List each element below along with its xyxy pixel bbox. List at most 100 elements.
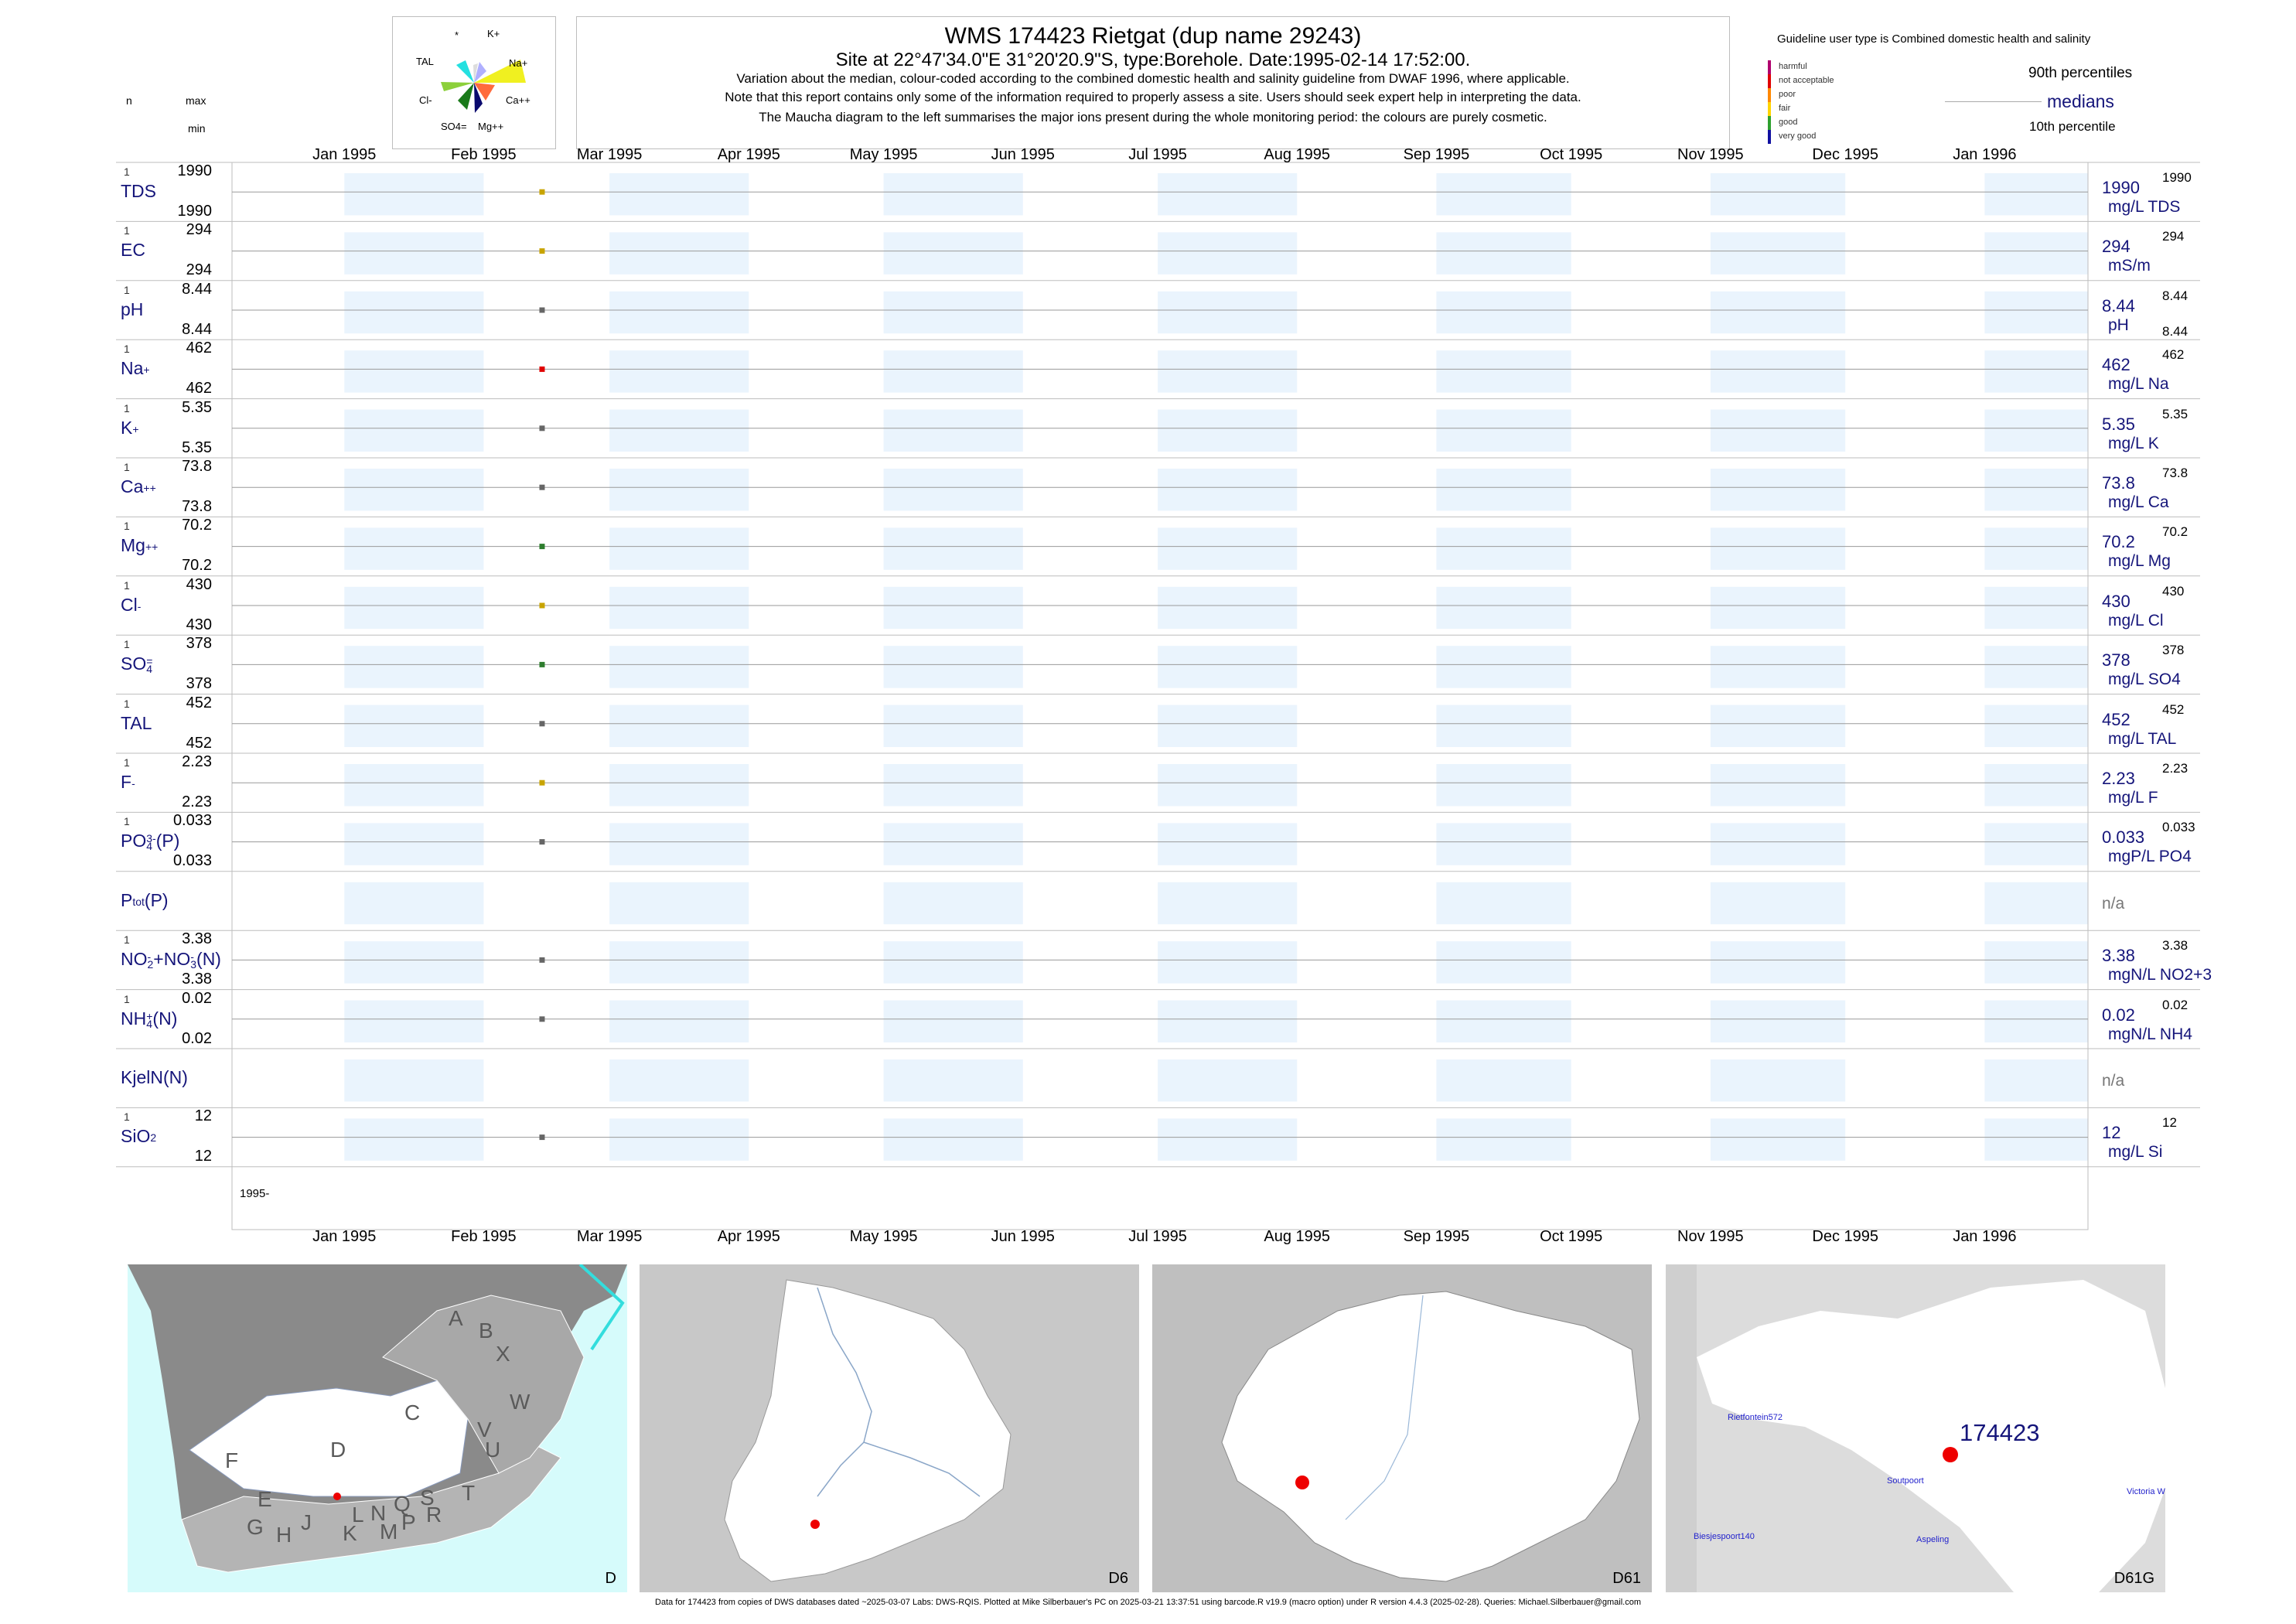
month-band <box>883 1118 1023 1161</box>
x-tick-label-top: Sep 1995 <box>1404 146 1470 163</box>
x-tick-label-top: Jan 1995 <box>312 146 376 163</box>
param-median-mg: 70.2 <box>2102 532 2135 552</box>
maucha-mg-sector <box>474 83 483 113</box>
param-unit-no: mgN/L NO2+3 <box>2108 966 2212 984</box>
param-min-mg: 70.2 <box>182 557 212 575</box>
param-median-f: 2.23 <box>2102 769 2135 788</box>
param-median-tds: 1990 <box>2102 178 2140 197</box>
month-band <box>1710 1059 1846 1102</box>
x-tick-label-top: Jul 1995 <box>1128 146 1187 163</box>
param-unit-nh: mgN/L NH4 <box>2108 1025 2192 1043</box>
x-year-label: 1995- <box>240 1187 269 1200</box>
month-band <box>1984 409 2088 452</box>
x-tick-label-bottom: Feb 1995 <box>451 1228 517 1245</box>
month-band <box>883 882 1023 925</box>
param-p90-ca: 73.8 <box>2162 466 2189 480</box>
param-n-so: 1 <box>124 638 130 651</box>
month-band <box>1436 823 1571 865</box>
month-band <box>883 469 1023 511</box>
param-name-tds: TDS <box>121 181 156 201</box>
x-tick-label-bottom: Nov 1995 <box>1677 1228 1744 1245</box>
param-unit-cl: mg/L Cl <box>2108 611 2164 629</box>
guideline-swatch-good <box>1768 116 1771 130</box>
month-band <box>883 527 1023 570</box>
month-band <box>883 173 1023 216</box>
param-n-no: 1 <box>124 933 130 947</box>
param-max-tal: 452 <box>186 694 212 711</box>
maucha-label-so4: SO4= <box>441 121 467 132</box>
param-max-sio: 12 <box>194 1107 212 1125</box>
maucha-label-mg: Mg++ <box>478 121 503 132</box>
month-band <box>609 291 749 334</box>
maucha-label-k: K+ <box>487 28 500 39</box>
region-letter-h: H <box>276 1523 292 1547</box>
param-name-kjeln(n): KjelN(N) <box>121 1067 188 1087</box>
param-unit-k: mg/L K <box>2108 434 2159 452</box>
guideline-swatch-harmful <box>1768 60 1771 74</box>
guideline-class-fair: fair <box>1779 104 1791 113</box>
param-n-nh: 1 <box>124 992 130 1005</box>
param-name-ca: Ca ++ <box>121 476 156 496</box>
param-unit-so: mg/L SO4 <box>2108 670 2181 689</box>
report-note-3: The Maucha diagram to the left summarise… <box>759 110 1547 125</box>
param-min-ec: 294 <box>186 261 212 279</box>
map-d61g-svg <box>1666 1264 2165 1592</box>
month-band <box>609 941 749 984</box>
month-band <box>1710 882 1846 925</box>
place-rietfontein: Rietfontein572 <box>1728 1413 1783 1422</box>
region-letter-l: L <box>352 1503 364 1527</box>
month-band <box>344 1059 484 1102</box>
month-band <box>1158 527 1298 570</box>
param-min-nh: 0.02 <box>182 1029 212 1047</box>
data-point-cl <box>539 602 545 609</box>
month-band <box>344 646 484 688</box>
place-soutpoort: Soutpoort <box>1887 1476 1924 1486</box>
param-max-ca: 73.8 <box>182 458 212 475</box>
month-band <box>609 1000 749 1042</box>
month-band <box>1158 232 1298 275</box>
month-band <box>1710 527 1846 570</box>
month-band <box>344 173 484 216</box>
data-point-po <box>539 839 545 845</box>
month-band <box>1984 941 2088 984</box>
month-band <box>1158 469 1298 511</box>
region-letter-x: X <box>496 1342 510 1366</box>
param-min-sio: 12 <box>194 1148 212 1165</box>
guideline-swatch-very-good <box>1768 130 1771 144</box>
param-n-cl: 1 <box>124 578 130 592</box>
guideline-legend: harmful not acceptable poor fair good very go… <box>1768 60 1868 144</box>
report-note-1: Variation about the median, colour-coded… <box>736 71 1570 86</box>
month-band <box>344 1118 484 1161</box>
site-marker-d61g <box>1943 1447 1958 1462</box>
param-p90-tds: 1990 <box>2162 170 2192 185</box>
maucha-label-cl: Cl- <box>419 94 432 106</box>
x-tick-label-top: May 1995 <box>850 146 918 163</box>
month-band <box>344 764 484 807</box>
region-letter-s: S <box>420 1486 435 1510</box>
month-band <box>1436 469 1571 511</box>
region-letter-r: R <box>426 1503 442 1527</box>
x-tick-label-top: Feb 1995 <box>451 146 517 163</box>
region-letter-t: T <box>462 1481 476 1505</box>
month-band <box>344 232 484 275</box>
month-band <box>344 941 484 984</box>
eastern-regions <box>382 1295 585 1474</box>
x-tick-label-bottom: Jul 1995 <box>1128 1228 1187 1245</box>
month-band <box>1158 705 1298 747</box>
data-point-k <box>539 425 545 432</box>
param-n-f: 1 <box>124 756 130 769</box>
region-letter-d: D <box>330 1438 346 1462</box>
param-unit-ph: pH <box>2108 316 2129 334</box>
x-tick-label-top: Mar 1995 <box>577 146 643 163</box>
month-band <box>1984 705 2088 747</box>
month-band <box>1436 941 1571 984</box>
p90-label: 90th percentiles <box>2028 65 2133 81</box>
region-letter-g: G <box>247 1515 264 1539</box>
x-tick-label-top: Aug 1995 <box>1264 146 1330 163</box>
param-n-mg: 1 <box>124 520 130 533</box>
month-band <box>1436 882 1571 925</box>
month-band <box>1984 1059 2088 1102</box>
map-d6: D6 <box>640 1264 1139 1592</box>
